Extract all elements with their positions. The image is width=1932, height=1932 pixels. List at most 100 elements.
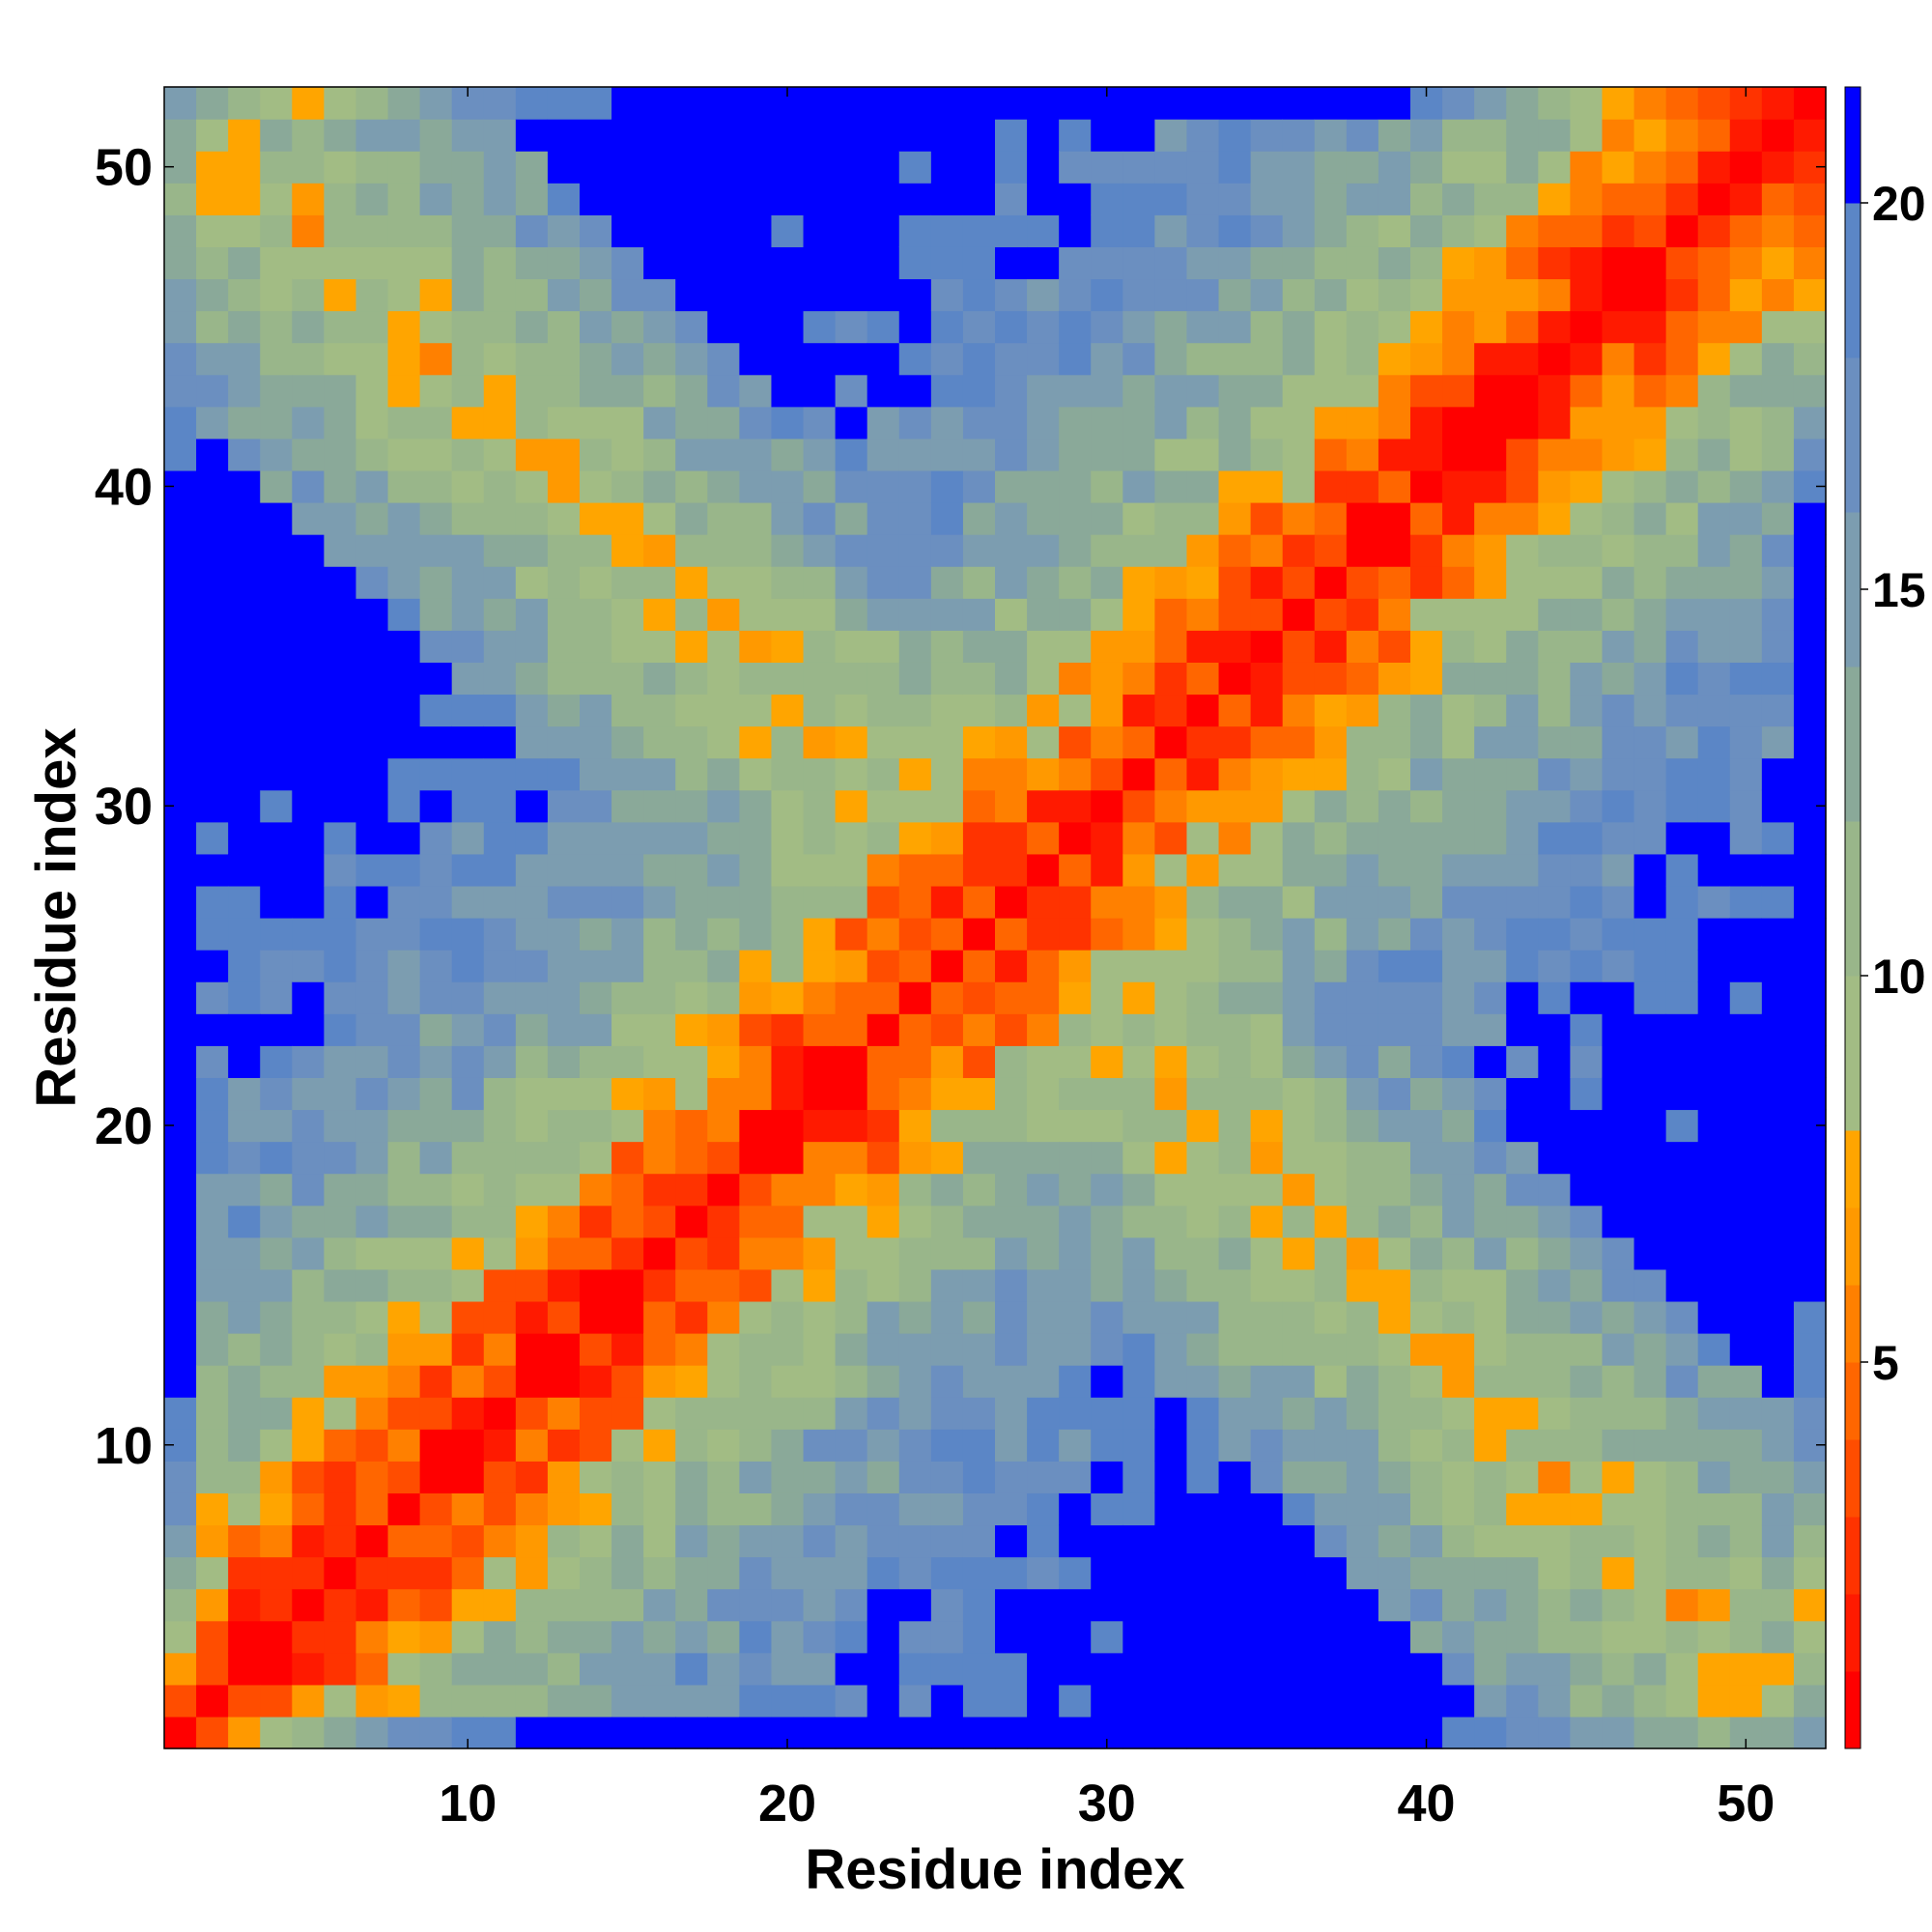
heatmap-cell [228, 630, 261, 663]
heatmap-cell [1314, 662, 1348, 696]
heatmap-cell [867, 246, 900, 280]
heatmap-cell [196, 662, 229, 696]
heatmap-cell [898, 469, 932, 503]
heatmap-cell [962, 1141, 996, 1175]
heatmap-cell [355, 310, 389, 344]
heatmap-cell [324, 566, 357, 599]
heatmap-cell [483, 183, 517, 215]
heatmap-cell [1154, 438, 1188, 471]
heatmap-cell [1091, 502, 1123, 535]
heatmap-cell [196, 1045, 229, 1078]
heatmap-cell [419, 1620, 453, 1654]
heatmap-cell [1218, 119, 1252, 152]
heatmap-cell [1059, 246, 1092, 280]
heatmap-cell [1218, 342, 1252, 376]
heatmap-cell [1570, 1461, 1604, 1493]
heatmap-cell [1250, 1236, 1284, 1270]
heatmap-cell [483, 310, 517, 344]
heatmap-cell [771, 1365, 805, 1398]
heatmap-cell [1442, 278, 1475, 312]
heatmap-cell [324, 1620, 357, 1654]
heatmap-cell [547, 1620, 581, 1654]
heatmap-cell [419, 278, 453, 312]
heatmap-cell [1506, 694, 1539, 727]
heatmap-cell [1793, 342, 1827, 376]
heatmap-cell [1027, 1716, 1060, 1749]
heatmap-cell [515, 469, 549, 503]
y-tick-label: 40 [95, 458, 153, 516]
heatmap-cell [1634, 981, 1667, 1014]
heatmap-cell [164, 566, 197, 599]
heatmap-cell [707, 469, 740, 503]
heatmap-cell [835, 1652, 868, 1686]
heatmap-cell [1218, 151, 1252, 184]
heatmap-cell [1282, 502, 1316, 535]
heatmap-cell [1250, 821, 1284, 855]
heatmap-cell [324, 1588, 357, 1622]
heatmap-cell [675, 1365, 708, 1398]
heatmap-cell [643, 1556, 676, 1590]
heatmap-cell [867, 183, 900, 215]
heatmap-cell [1027, 469, 1060, 503]
heatmap-cell [1442, 406, 1475, 440]
heatmap-cell [228, 566, 261, 599]
heatmap-cell [1602, 278, 1635, 312]
heatmap-cell [1250, 1205, 1284, 1238]
heatmap-cell [228, 1397, 261, 1430]
heatmap-cell [228, 406, 261, 440]
heatmap-cell [1282, 246, 1316, 280]
heatmap-cell [898, 789, 932, 823]
heatmap-cell [1122, 1300, 1155, 1334]
heatmap-cell [611, 918, 644, 951]
heatmap-cell [803, 1684, 837, 1718]
heatmap-cell [164, 598, 197, 631]
heatmap-cell [1538, 246, 1571, 280]
heatmap-cell [196, 1365, 229, 1398]
heatmap-cell [1665, 821, 1699, 855]
heatmap-cell [164, 214, 197, 247]
heatmap-cell [1729, 1365, 1763, 1398]
heatmap-cell [867, 438, 900, 471]
heatmap-cell [1474, 725, 1507, 759]
heatmap-cell [1634, 1429, 1667, 1462]
heatmap-cell [1282, 1268, 1316, 1302]
heatmap-cell [995, 566, 1028, 599]
heatmap-cell [1378, 374, 1411, 408]
heatmap-cell [515, 1492, 549, 1526]
heatmap-cell [707, 1588, 740, 1622]
heatmap-cell [387, 246, 421, 280]
colorbar-segment [1845, 976, 1861, 1131]
heatmap-cell [1474, 438, 1507, 471]
heatmap-cell [1122, 214, 1155, 247]
heatmap-cell [739, 1684, 773, 1718]
heatmap-cell [292, 821, 325, 855]
heatmap-cell [675, 1173, 708, 1207]
heatmap-cell [228, 1045, 261, 1078]
heatmap-cell [451, 406, 485, 440]
heatmap-cell [1091, 1268, 1123, 1302]
heatmap-cell [515, 1205, 549, 1238]
heatmap-cell [387, 310, 421, 344]
heatmap-cell [292, 1205, 325, 1238]
heatmap-cell [164, 1492, 197, 1526]
heatmap-cell [611, 1429, 644, 1462]
heatmap-cell [707, 694, 740, 727]
colorbar-segment [1845, 1594, 1861, 1672]
heatmap-cell [739, 885, 773, 919]
heatmap-cell [675, 438, 708, 471]
heatmap-cell [292, 1556, 325, 1590]
heatmap-cell [675, 278, 708, 312]
heatmap-cell [1186, 246, 1220, 280]
heatmap-cell [1027, 1588, 1060, 1622]
heatmap-cell [1729, 502, 1763, 535]
heatmap-cell [1634, 1141, 1667, 1175]
heatmap-cell [1250, 1397, 1284, 1430]
heatmap-cell [835, 1365, 868, 1398]
heatmap-cell [292, 310, 325, 344]
heatmap-cell [387, 1461, 421, 1493]
heatmap-cell [867, 1268, 900, 1302]
heatmap-cell [164, 406, 197, 440]
heatmap-cell [1761, 342, 1795, 376]
heatmap-cell [1793, 502, 1827, 535]
heatmap-cell [1634, 246, 1667, 280]
